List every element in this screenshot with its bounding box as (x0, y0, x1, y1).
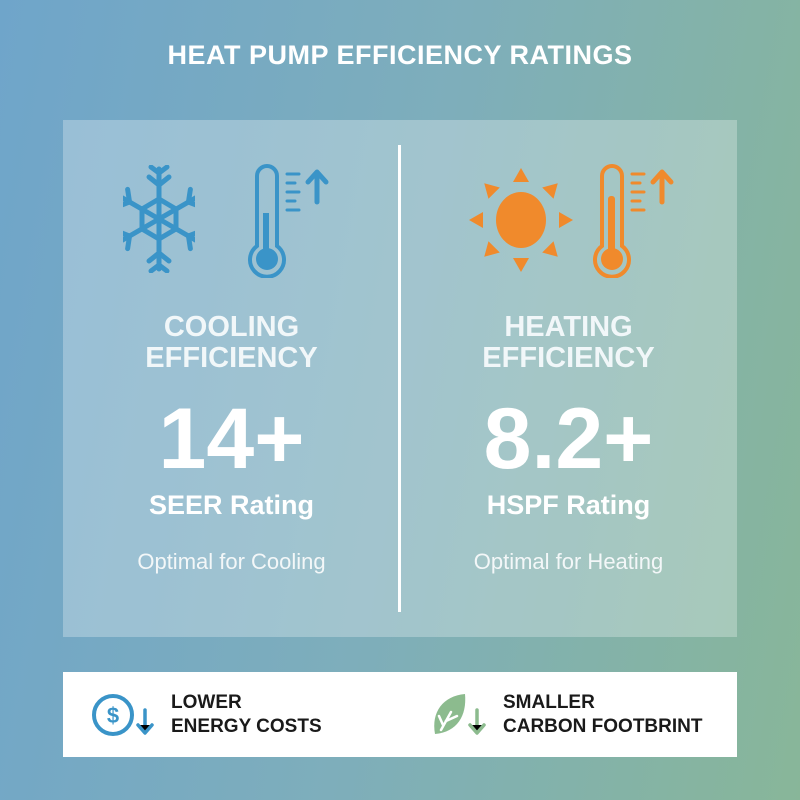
benefit-smaller-footprint: SMALLER CARBON FOOTBRINT (429, 672, 702, 757)
thermometer-up-icon (593, 164, 674, 278)
heating-note: Optimal for Heating (473, 549, 664, 574)
cooling-note: Optimal for Cooling (137, 549, 326, 574)
dollar-down-icon: $ (92, 693, 154, 736)
hspf-value: 8.2+ (483, 391, 654, 487)
svg-text:$: $ (107, 703, 119, 728)
benefit-line: LOWER (171, 691, 242, 713)
seer-label: SEER Rating (148, 490, 315, 520)
thermometer-up-icon (248, 164, 329, 278)
benefit-line: SMALLER (503, 691, 595, 713)
seer-value: 14+ (158, 391, 305, 487)
divider (398, 145, 401, 612)
heading-line: EFFICIENCY (145, 342, 318, 374)
sun-icon (469, 168, 573, 272)
heading-line: COOLING (163, 311, 300, 343)
hspf-label: HSPF Rating (486, 490, 651, 520)
heating-heading: HEATING EFFICIENCY (400, 312, 737, 374)
heading-line: HEATING (504, 311, 633, 343)
heading-line: EFFICIENCY (482, 342, 655, 374)
benefits-bar: $ LOWER ENERGY COSTS SMALLER CARBON FOOT… (63, 672, 737, 757)
benefit-line: CARBON FOOTBRINT (503, 715, 703, 737)
page-title: HEAT PUMP EFFICIENCY RATINGS (167, 40, 633, 70)
cooling-section: COOLING EFFICIENCY 14+ SEER Rating Optim… (63, 120, 400, 575)
leaf-down-icon (434, 693, 486, 735)
cooling-heading: COOLING EFFICIENCY (63, 312, 400, 374)
snowflake-icon (123, 165, 195, 273)
benefit-lower-costs: $ LOWER ENERGY COSTS (91, 672, 322, 757)
heating-section: HEATING EFFICIENCY 8.2+ HSPF Rating Opti… (400, 120, 737, 575)
benefit-line: ENERGY COSTS (171, 715, 322, 737)
